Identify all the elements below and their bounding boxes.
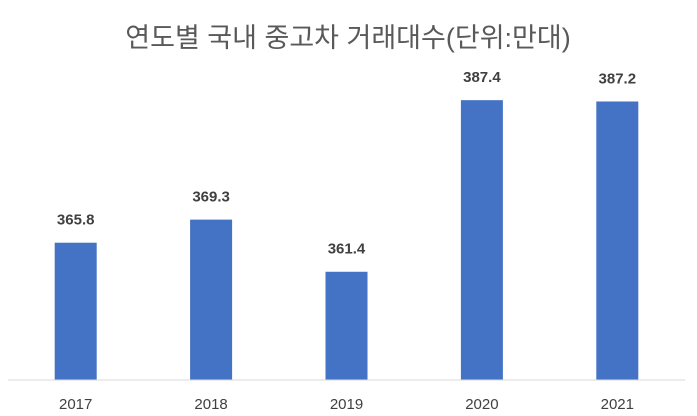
- x-tick-label: 2018: [194, 396, 227, 413]
- value-label: 365.8: [57, 212, 95, 229]
- x-tick-label: 2019: [330, 396, 363, 413]
- value-label: 361.4: [328, 241, 366, 258]
- bar: [190, 219, 233, 380]
- x-tick-label: 2020: [465, 396, 498, 413]
- bar: [596, 101, 639, 380]
- x-tick-label: 2017: [59, 396, 92, 413]
- value-label: 387.4: [463, 69, 501, 86]
- value-label: 387.2: [599, 70, 637, 87]
- bar: [325, 271, 368, 380]
- value-label: 369.3: [192, 189, 230, 206]
- x-tick-label: 2021: [601, 396, 634, 413]
- chart-title: 연도별 국내 중고차 거래대수(단위:만대): [125, 23, 570, 53]
- bar: [460, 100, 503, 380]
- bar: [54, 242, 97, 380]
